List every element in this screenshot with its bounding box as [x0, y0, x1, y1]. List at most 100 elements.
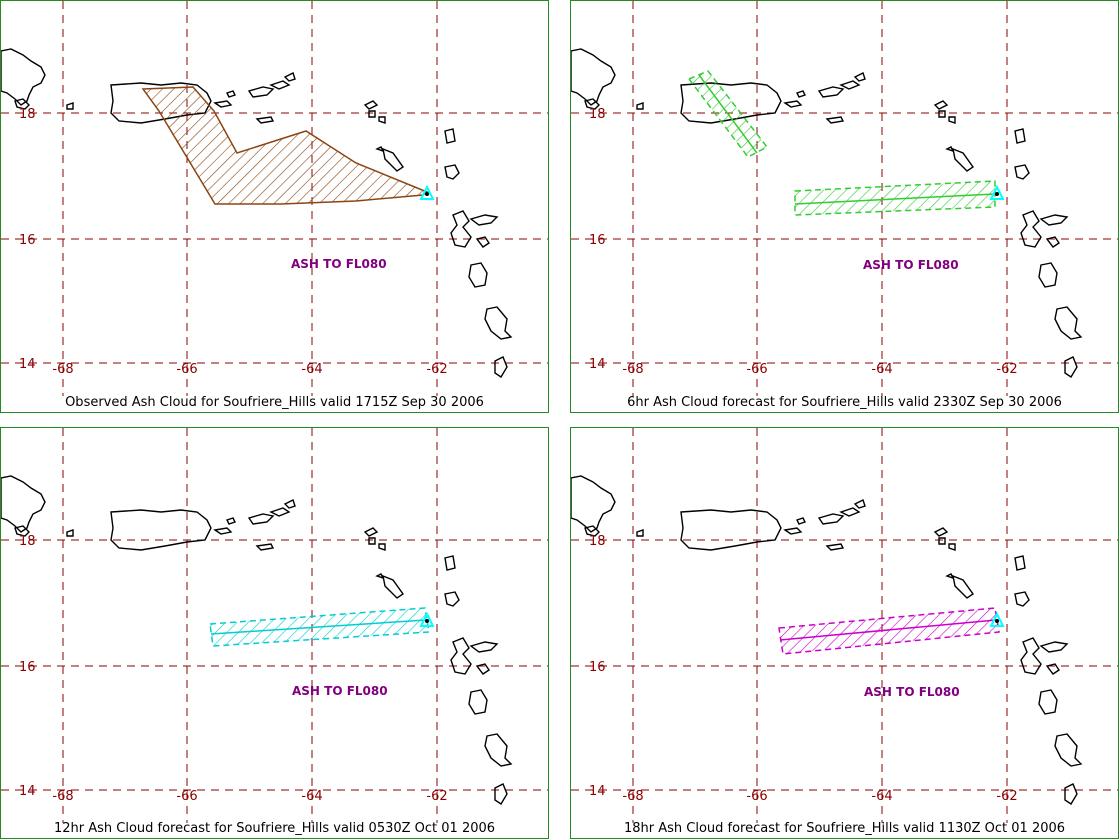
longitude-label: -64: [301, 362, 322, 377]
island-outline: [817, 513, 845, 525]
island-outline: [1, 48, 46, 106]
island-outline: [571, 48, 616, 106]
island-outline: [933, 527, 949, 537]
volcano-vent-marker: [419, 184, 435, 200]
latitude-label: 18: [589, 107, 606, 122]
island-outline: [368, 537, 376, 545]
longitude-label: -62: [426, 362, 447, 377]
panel-caption: Observed Ash Cloud for Soufriere_Hills v…: [65, 395, 484, 410]
island-outline: [66, 529, 74, 537]
island-outline: [363, 100, 379, 110]
island-outline: [948, 116, 956, 124]
island-outline: [796, 517, 806, 525]
island-outline: [255, 116, 275, 124]
vent-triangle: [419, 184, 435, 200]
coastlines: [1, 475, 513, 805]
island-outline: [938, 537, 946, 545]
map-canvas: 18 16 14 -68 -66 -64 -62: [571, 428, 1118, 823]
longitude-label: -64: [301, 789, 322, 804]
volcano-vent-marker: [989, 611, 1005, 627]
island-outline: [14, 525, 30, 537]
island-outline: [1064, 783, 1078, 805]
island-outline: [952, 574, 974, 599]
longitude-label: -64: [871, 789, 892, 804]
island-outline: [1054, 733, 1083, 767]
vent-dot: [425, 619, 429, 623]
map-canvas: 18 16 14 -68 -66 -64 -62: [571, 1, 1118, 396]
island-outline: [375, 146, 385, 153]
map-panel-12hr: 18 16 14 -68 -66 -64 -62 ASH TO FL080 12hr Ash…: [0, 427, 549, 839]
island-outline: [475, 236, 490, 248]
island-outline: [1014, 128, 1026, 144]
island-outline: [933, 100, 949, 110]
latitude-label: 18: [19, 107, 36, 122]
ash-cloud-band-b: [794, 180, 996, 216]
map-panel-observed: 18 16 14 -68 -66 -64 -62 ASH TO FL080 Observed…: [0, 0, 549, 413]
island-outline: [378, 543, 386, 551]
vent-dot: [425, 192, 429, 196]
island-outline: [817, 86, 845, 98]
island-outline: [213, 100, 233, 108]
island-outline: [948, 543, 956, 551]
island-outline: [247, 86, 275, 98]
island-outline: [945, 573, 955, 580]
island-outline: [444, 591, 460, 607]
latitude-label: 14: [19, 784, 36, 799]
latitude-label: 16: [589, 233, 606, 248]
ash-cloud-band-a: [687, 70, 769, 158]
island-outline: [468, 262, 488, 288]
island-outline: [938, 110, 946, 118]
island-outline: [1, 475, 46, 533]
island-outline: [255, 543, 275, 551]
panel-caption: 18hr Ash Cloud forecast for Soufriere_Hi…: [623, 821, 1066, 836]
map-panel-18hr: 18 16 14 -68 -66 -64 -62 ASH TO FL080 18hr Ash…: [570, 427, 1119, 839]
island-outline: [66, 102, 74, 110]
longitude-label: -62: [996, 789, 1017, 804]
island-outline: [444, 128, 456, 144]
coastlines: [1, 48, 513, 378]
longitude-label: -66: [746, 789, 767, 804]
island-outline: [839, 507, 861, 517]
island-outline: [269, 80, 291, 90]
island-outline: [839, 80, 861, 90]
island-outline: [1038, 689, 1058, 715]
island-outline: [247, 513, 275, 525]
island-outline: [584, 98, 600, 110]
island-outline: [468, 689, 488, 715]
island-outline: [825, 543, 845, 551]
island-outline: [444, 164, 460, 180]
island-outline: [952, 147, 974, 172]
island-outline: [450, 637, 472, 675]
island-outline: [363, 527, 379, 537]
longitude-label: -66: [176, 789, 197, 804]
map-canvas: 18 16 14 -68 -66 -64 -62: [1, 1, 548, 396]
island-outline: [1014, 591, 1030, 607]
island-outline: [226, 517, 236, 525]
island-outline: [636, 529, 644, 537]
island-outline: [1038, 262, 1058, 288]
island-outline: [945, 146, 955, 153]
ash-cloud-band: [778, 607, 1000, 655]
island-outline: [783, 527, 803, 535]
island-outline: [1054, 306, 1083, 340]
island-outline: [796, 90, 806, 98]
lat-lon-grid: [1, 1, 548, 396]
latitude-label: 16: [589, 660, 606, 675]
ash-level-label: ASH TO FL080: [292, 684, 388, 698]
ash-level-label: ASH TO FL080: [863, 258, 959, 272]
island-outline: [571, 475, 616, 533]
island-outline: [853, 72, 866, 82]
island-outline: [382, 147, 404, 172]
latitude-label: 18: [589, 534, 606, 549]
vent-triangle: [989, 184, 1005, 200]
longitude-label: -62: [426, 789, 447, 804]
island-outline: [444, 555, 456, 571]
island-outline: [1020, 637, 1042, 675]
island-outline: [1039, 214, 1069, 226]
island-outline: [213, 527, 233, 535]
coastlines: [571, 48, 1083, 378]
longitude-label: -66: [746, 362, 767, 377]
island-outline: [1014, 164, 1030, 180]
latitude-label: 14: [589, 357, 606, 372]
latitude-label: 16: [19, 233, 36, 248]
